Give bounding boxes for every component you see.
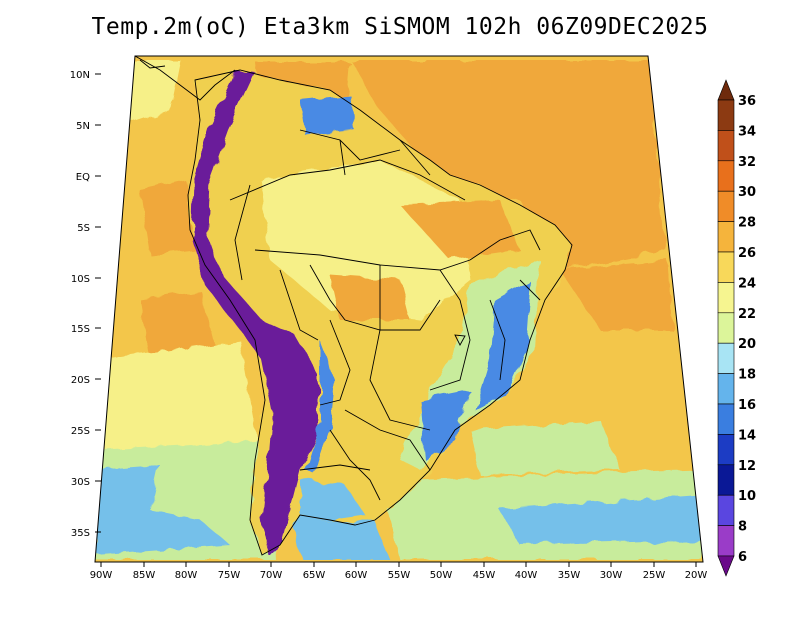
lon-label-55w: 55W (388, 562, 411, 581)
colorbar-swatch (717, 282, 735, 314)
colorbar-swatch (717, 312, 735, 344)
svg-text:55W: 55W (388, 570, 411, 581)
colorbar-swatch (717, 373, 735, 405)
colorbar-label: 28 (738, 216, 756, 231)
svg-text:5N: 5N (76, 121, 90, 132)
lat-label-10s: 10S (71, 274, 101, 285)
temperature-field (95, 56, 703, 562)
colorbar-swatch (717, 130, 735, 162)
svg-text:5S: 5S (77, 223, 90, 234)
lon-label-65w: 65W (303, 562, 326, 581)
colorbar-swatch (717, 555, 735, 577)
svg-text:20S: 20S (71, 375, 90, 386)
svg-text:40W: 40W (515, 570, 538, 581)
lat-label-20s: 20S (71, 375, 101, 386)
lon-label-90w: 90W (90, 562, 113, 581)
lat-label-15s: 15S (71, 324, 101, 335)
lat-label-5n: 5N (76, 121, 101, 132)
lon-label-80w: 80W (175, 562, 198, 581)
svg-text:25S: 25S (71, 426, 90, 437)
colorbar-label: 36 (738, 94, 756, 109)
lon-label-75w: 75W (218, 562, 241, 581)
svg-text:35S: 35S (71, 528, 90, 539)
colorbar-swatch (717, 99, 735, 131)
political-borders (134, 56, 573, 556)
lon-label-70w: 70W (260, 562, 283, 581)
colorbar-label: 22 (738, 307, 756, 322)
colorbar-label: 18 (738, 368, 756, 383)
svg-text:10N: 10N (70, 70, 90, 81)
lon-label-35w: 35W (558, 562, 581, 581)
colorbar-swatch (717, 525, 735, 557)
svg-text:25W: 25W (643, 570, 666, 581)
colorbar-swatch (717, 251, 735, 283)
lon-label-60w: 60W (345, 562, 368, 581)
colorbar-label: 6 (738, 550, 747, 565)
colorbar-swatch (717, 342, 735, 374)
svg-text:65W: 65W (303, 570, 326, 581)
colorbar-label: 14 (738, 428, 756, 443)
lat-label-35s: 35S (71, 528, 101, 539)
lat-label-25s: 25S (71, 426, 101, 437)
svg-text:70W: 70W (260, 570, 283, 581)
colorbar-label: 16 (738, 398, 756, 413)
colorbar-swatch (717, 403, 735, 435)
lat-label-5s: 5S (77, 223, 101, 234)
lon-label-85w: 85W (133, 562, 156, 581)
colorbar-swatch (717, 160, 735, 192)
lon-label-50w: 50W (430, 562, 453, 581)
lat-label-10n: 10N (70, 70, 101, 81)
svg-text:35W: 35W (558, 570, 581, 581)
lon-label-25w: 25W (643, 562, 666, 581)
colorbar-label: 10 (738, 489, 756, 504)
svg-text:85W: 85W (133, 570, 156, 581)
svg-text:EQ: EQ (76, 172, 90, 183)
svg-text:45W: 45W (473, 570, 496, 581)
colorbar-label: 12 (738, 459, 756, 474)
lon-label-20w: 20W (685, 562, 708, 581)
colorbar-label: 24 (738, 276, 756, 291)
svg-text:20W: 20W (685, 570, 708, 581)
colorbar-swatch (717, 190, 735, 222)
colorbar: 36 34 32 30 28 26 24 22 20 18 16 14 12 10 8 6 (717, 79, 756, 577)
colorbar-swatch (717, 494, 735, 526)
svg-text:75W: 75W (218, 570, 241, 581)
colorbar-swatch (717, 464, 735, 496)
map-title: Temp.2m(oC) Eta3km SiSMOM 102h 06Z09DEC2… (91, 14, 709, 40)
svg-text:90W: 90W (90, 570, 113, 581)
svg-text:80W: 80W (175, 570, 198, 581)
colorbar-label: 26 (738, 246, 756, 261)
svg-text:10S: 10S (71, 274, 90, 285)
lon-label-45w: 45W (473, 562, 496, 581)
colorbar-swatch (717, 434, 735, 466)
colorbar-label: 20 (738, 337, 756, 352)
svg-text:30S: 30S (71, 477, 90, 488)
latitude-axis: 10N 5N EQ 5S 10S 15S 20S 25S 30S 35S (70, 70, 101, 539)
svg-text:50W: 50W (430, 570, 453, 581)
lon-label-40w: 40W (515, 562, 538, 581)
longitude-axis: 90W 85W 80W 75W 70W 65W 60W 55W 50W 45W … (90, 562, 708, 581)
svg-text:30W: 30W (600, 570, 623, 581)
colorbar-label: 8 (738, 520, 747, 535)
colorbar-label: 32 (738, 155, 756, 170)
colorbar-swatch (717, 221, 735, 253)
lat-label-30s: 30S (71, 477, 101, 488)
svg-text:60W: 60W (345, 570, 368, 581)
colorbar-swatch (717, 79, 735, 101)
lat-label-eq: EQ (76, 172, 101, 183)
lon-label-30w: 30W (600, 562, 623, 581)
colorbar-label: 30 (738, 185, 756, 200)
svg-text:15S: 15S (71, 324, 90, 335)
colorbar-label: 34 (738, 124, 756, 139)
